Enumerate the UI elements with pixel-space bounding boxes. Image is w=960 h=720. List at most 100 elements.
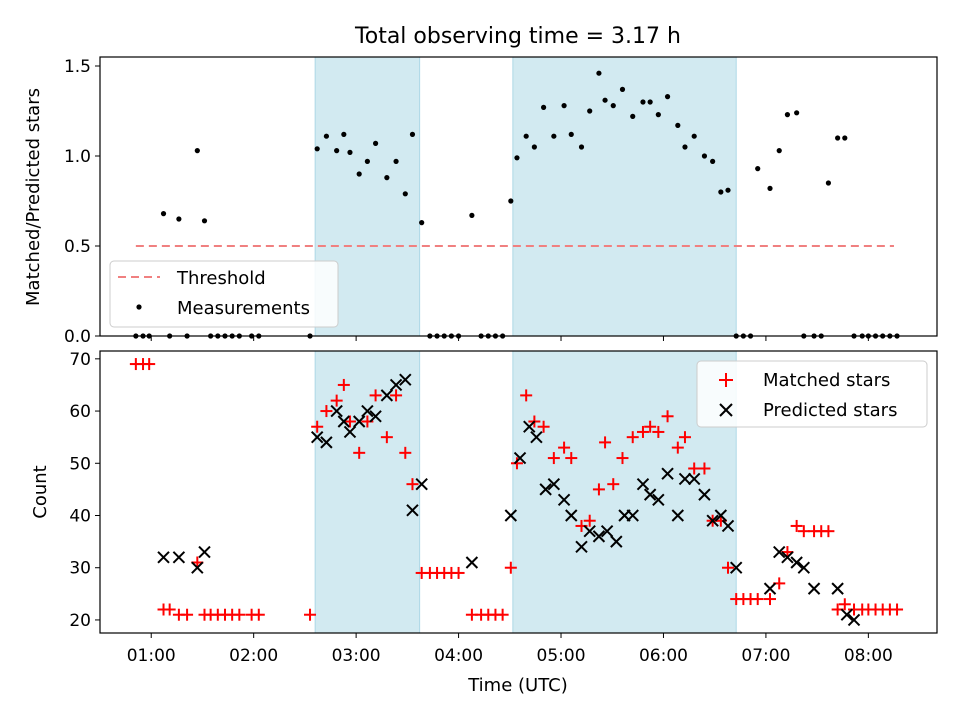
bottom-count-points	[129, 358, 904, 627]
bottom-y-tick-label: 40	[69, 507, 91, 527]
measurement-point	[341, 131, 347, 137]
matched-star-point	[304, 608, 317, 621]
predicted-star-stroke-b	[661, 467, 674, 480]
predicted-star-point	[831, 582, 844, 595]
predicted-star-point	[790, 556, 803, 569]
predicted-star-point	[565, 509, 578, 522]
measurement-point	[314, 146, 320, 152]
predicted-star-point	[513, 451, 527, 465]
measurement-point	[372, 140, 379, 146]
predicted-star-point	[661, 467, 674, 480]
measurement-point	[835, 135, 841, 141]
predicted-star-point	[530, 430, 543, 444]
measurement-point	[393, 158, 399, 164]
bottom-y-tick-label: 20	[69, 611, 91, 631]
predicted-star-stroke-b	[636, 477, 650, 491]
matched-star-point	[520, 389, 533, 402]
measurement-point	[419, 220, 425, 226]
bottom-x-tick-label: 07:00	[741, 646, 790, 666]
predicted-star-stroke-b	[504, 509, 518, 522]
matched-star-point	[252, 608, 265, 621]
predicted-star-stroke-b	[721, 519, 735, 533]
predicted-star-point	[714, 509, 728, 522]
matched-star-point	[337, 378, 350, 391]
measurement-point	[578, 144, 585, 150]
predicted-star-point	[320, 436, 333, 449]
legend-matched-swatch	[719, 373, 733, 387]
measurement-point	[540, 104, 547, 110]
matched-star-point	[380, 431, 393, 444]
measurement-point	[767, 185, 773, 191]
bottom-legend-box	[696, 360, 928, 428]
legend-threshold-label: Threshold	[176, 268, 266, 289]
measurement-point	[334, 148, 340, 154]
top-y-tick-label: 0.0	[64, 327, 91, 347]
predicted-star-point	[583, 524, 596, 538]
matched-star-point	[722, 561, 735, 574]
predicted-star-point	[840, 608, 854, 621]
bottom-legend: Matched stars Predicted stars	[696, 360, 928, 428]
matched-star-point	[790, 519, 803, 532]
measurement-point	[347, 149, 353, 155]
matched-star-point	[891, 603, 904, 616]
matched-star-point	[510, 457, 523, 470]
measurement-point	[640, 99, 646, 105]
bottom-x-tick-label: 04:00	[434, 646, 483, 666]
matched-star-point	[558, 441, 571, 454]
matched-star-point	[688, 462, 701, 475]
predicted-star-point	[361, 404, 374, 418]
measurement-point	[630, 113, 636, 119]
measurement-point	[323, 133, 330, 139]
matched-star-point	[616, 452, 629, 465]
matched-star-point	[636, 425, 649, 438]
predicted-star-stroke-b	[389, 378, 403, 392]
top-y-tick-label: 0.5	[64, 237, 91, 257]
bottom-y-tick-label: 30	[69, 559, 91, 579]
top-legend-box	[109, 260, 339, 328]
predicted-star-stroke-b	[575, 540, 588, 554]
predicted-star-point	[465, 556, 479, 569]
predicted-star-stroke-b	[523, 420, 536, 433]
measurement-point	[531, 144, 537, 150]
bottom-y-tick-label: 60	[69, 402, 91, 422]
predicted-star-stroke-b	[652, 493, 665, 507]
predicted-star-stroke-b	[671, 509, 685, 522]
predicted-star-stroke-b	[763, 582, 777, 595]
predicted-star-point	[575, 540, 588, 554]
matched-star-point	[626, 431, 639, 444]
predicted-star-point	[721, 519, 735, 533]
predicted-star-stroke-b	[198, 545, 211, 559]
top-y-axis-label: Matched/Predicted stars	[23, 88, 44, 306]
legend-measurements-label: Measurements	[177, 298, 310, 319]
bottom-x-axis: 01:00 02:00 03:00 04:00 05:00 06:00 07:00 08:00	[127, 633, 893, 666]
top-shaded-interval-2	[512, 56, 737, 337]
measurement-point	[561, 103, 567, 109]
predicted-star-point	[781, 551, 794, 564]
predicted-star-stroke-b	[352, 415, 366, 428]
predicted-star-point	[729, 561, 743, 574]
measurement-point	[794, 110, 800, 116]
measurement-point	[675, 122, 681, 128]
predicted-star-stroke-b	[840, 608, 854, 621]
predicted-star-point	[557, 493, 571, 507]
predicted-star-point	[337, 415, 351, 428]
matched-star-point	[311, 420, 324, 433]
predicted-star-stroke-b	[406, 504, 419, 517]
predicted-star-point	[330, 404, 343, 418]
predicted-star-stroke-b	[369, 410, 382, 423]
predicted-star-stroke-b	[773, 545, 786, 559]
predicted-star-point	[671, 509, 685, 522]
top-x-ticks	[150, 336, 869, 341]
matched-star-point	[163, 603, 176, 616]
predicted-star-stroke-b	[530, 430, 543, 444]
measurement-point	[409, 131, 416, 137]
predicted-star-stroke-b	[172, 551, 186, 564]
bottom-x-tick-label: 08:00	[844, 646, 893, 666]
predicted-star-point	[415, 477, 428, 491]
predicted-star-point	[191, 561, 204, 574]
measurement-point	[776, 148, 782, 154]
measurement-point	[619, 86, 626, 92]
measurement-point	[655, 112, 661, 118]
predicted-star-stroke-b	[626, 509, 639, 522]
predicted-star-stroke-b	[583, 524, 596, 538]
